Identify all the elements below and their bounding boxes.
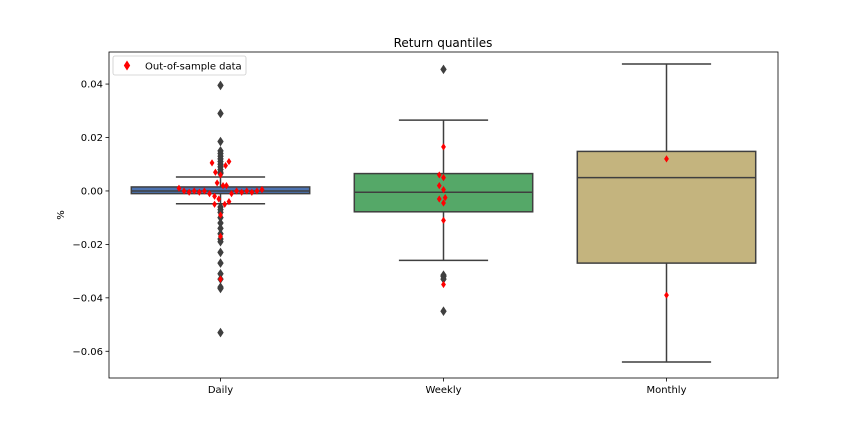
oos-point <box>214 179 220 187</box>
box-daily <box>130 80 311 338</box>
y-tick-label: 0.02 <box>81 133 103 144</box>
oos-point <box>209 159 215 167</box>
outlier-point <box>217 258 224 268</box>
oos-point <box>181 187 187 195</box>
oos-point <box>218 275 223 283</box>
oos-point <box>441 199 446 207</box>
axes: 0.04 0.02 0.00 −0.02 −0.04 −0.06 Daily Weekly Mo… <box>72 80 686 396</box>
y-axis-label: % <box>56 210 67 220</box>
outlier-point <box>217 283 224 294</box>
oos-point <box>229 190 234 198</box>
oos-point <box>218 232 223 240</box>
oos-point <box>212 192 217 200</box>
oos-point <box>441 280 446 289</box>
outlier-point <box>217 136 224 147</box>
oos-point <box>212 200 217 208</box>
oos-point <box>222 200 228 208</box>
oos-point <box>216 195 222 203</box>
oos-point <box>664 155 669 163</box>
oos-point <box>664 291 669 299</box>
box-iqr <box>576 150 757 264</box>
oos-point <box>201 187 207 195</box>
outlier-point <box>217 247 224 258</box>
oos-point <box>436 182 442 190</box>
y-tick-label: 0.04 <box>81 80 103 91</box>
oos-point <box>441 173 446 182</box>
x-tick-label: Monthly <box>646 385 686 396</box>
oos-point <box>226 157 232 166</box>
oos-point <box>224 182 229 190</box>
oos-point <box>207 190 212 198</box>
outlier-point <box>217 108 224 119</box>
x-tick-label: Daily <box>208 385 233 396</box>
oos-point <box>249 188 255 196</box>
oos-point <box>218 211 223 219</box>
y-tick-label: −0.06 <box>72 347 103 358</box>
oos-point <box>254 187 260 195</box>
x-tick-label: Weekly <box>425 385 461 396</box>
plot-area <box>130 63 757 363</box>
oos-point <box>186 188 192 196</box>
outlier-point <box>217 80 224 91</box>
oos-point <box>226 198 232 206</box>
outlier-point <box>440 64 447 75</box>
outlier-point <box>217 327 224 338</box>
oos-point <box>196 188 202 196</box>
oos-point <box>436 195 442 203</box>
box-monthly <box>576 63 757 363</box>
legend-frame <box>112 55 247 76</box>
y-tick-label: −0.04 <box>72 293 103 304</box>
outlier-point <box>217 236 224 247</box>
oos-point <box>220 182 226 190</box>
outlier-point <box>217 268 224 279</box>
oos-point <box>441 216 446 224</box>
oos-point <box>213 168 218 176</box>
y-tick-label: −0.02 <box>72 240 103 251</box>
oos-point <box>176 184 182 192</box>
oos-point <box>441 143 446 151</box>
oos-point <box>244 187 250 195</box>
outlier-point <box>217 218 224 228</box>
outlier-point <box>217 223 224 234</box>
oos-point <box>218 171 223 179</box>
outlier-point <box>440 306 447 316</box>
oos-point <box>442 194 448 202</box>
legend: Out-of-sample data <box>112 55 247 76</box>
legend-label: Out-of-sample data <box>145 62 242 73</box>
oos-point <box>436 171 442 179</box>
oos-point <box>239 188 245 196</box>
outlier-point <box>440 274 447 284</box>
oos-point <box>223 161 228 170</box>
legend-marker-diamond-icon <box>123 60 131 71</box>
oos-point <box>234 187 240 195</box>
oos-point <box>441 186 446 194</box>
y-tick-label: 0.00 <box>81 186 103 197</box>
oos-point <box>259 186 265 194</box>
chart-title: Return quantiles <box>394 36 493 50</box>
oos-point <box>191 187 197 195</box>
